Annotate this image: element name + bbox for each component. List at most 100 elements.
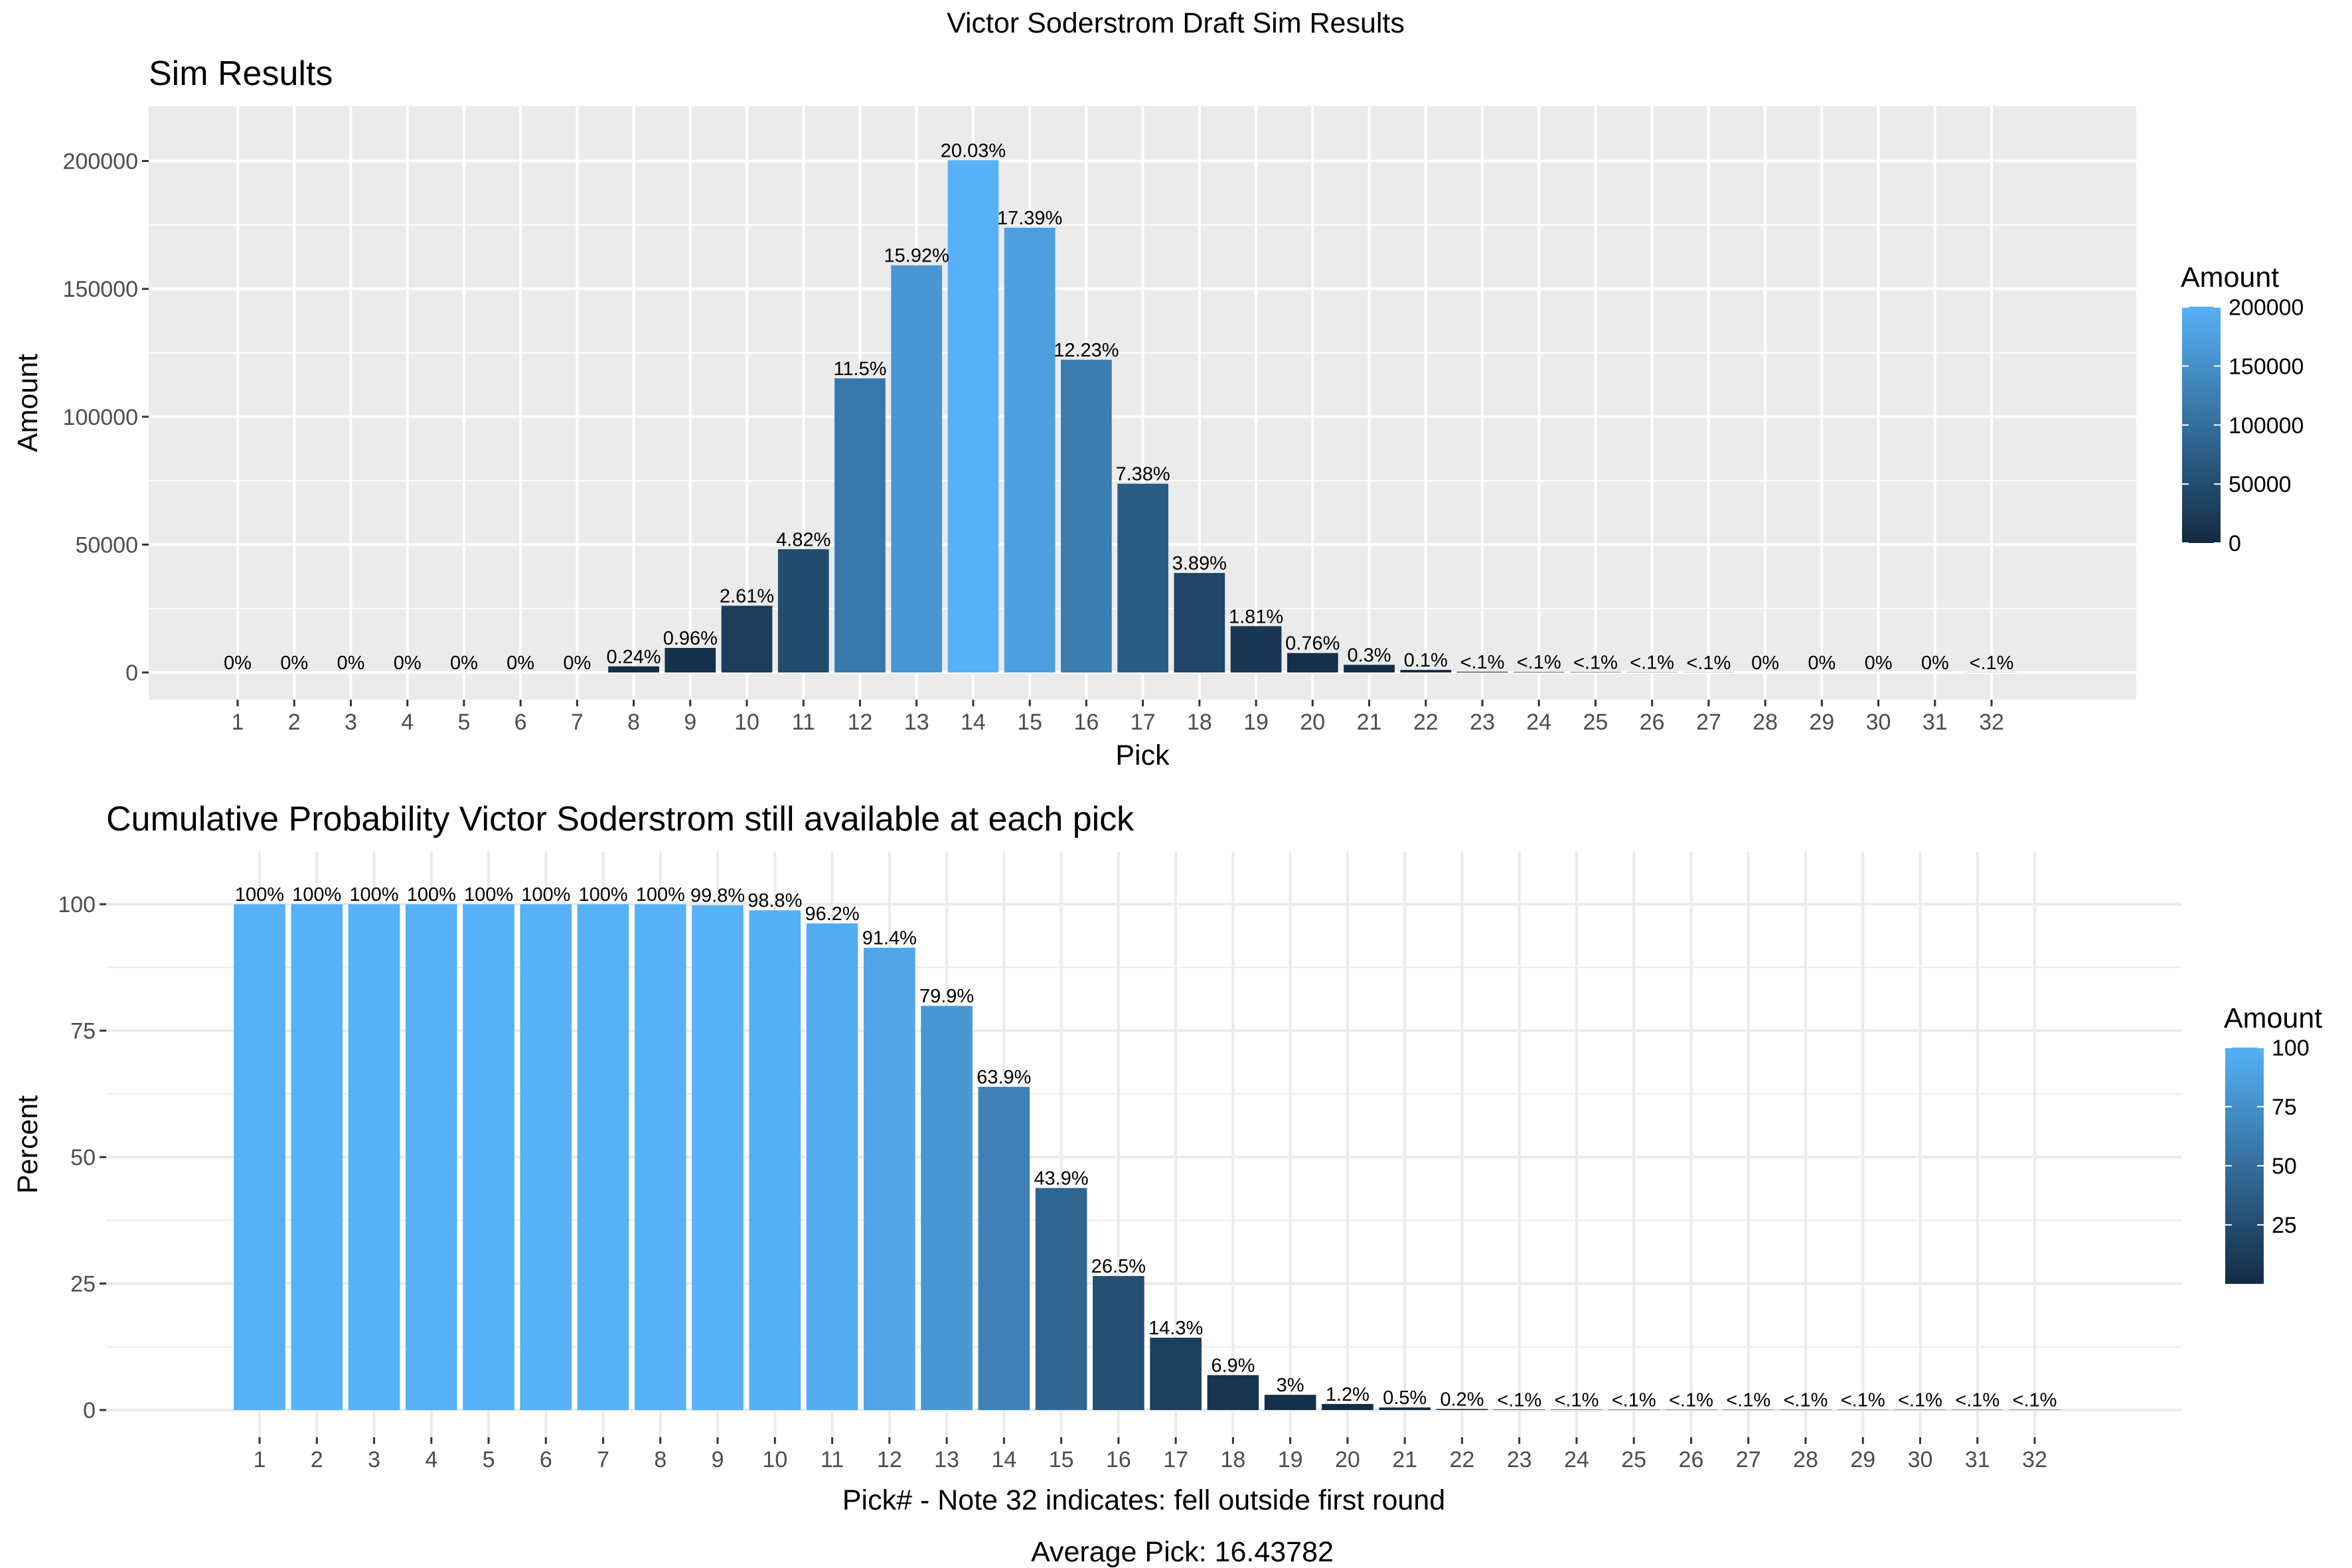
data-label-pick-27: <.1% (1726, 1390, 1770, 1411)
x-tick-label-6: 6 (540, 1447, 552, 1472)
data-label-pick-14: 63.9% (977, 1067, 1031, 1088)
y-tick-label: 50 (70, 1145, 96, 1170)
main-title: Victor Soderstrom Draft Sim Results (947, 7, 1405, 39)
x-tick-label-13: 13 (904, 710, 929, 735)
legend-tick-label: 50 (2272, 1154, 2297, 1179)
data-label-pick-7: 100% (578, 884, 627, 905)
chart-1-y-axis-title: Amount (12, 354, 44, 452)
bar-pick-12 (834, 378, 886, 672)
bar-pick-13 (921, 1006, 973, 1410)
chart-1-title: Sim Results (149, 54, 333, 93)
data-label-pick-7: 0% (563, 653, 591, 674)
data-label-pick-28: <.1% (1784, 1390, 1828, 1411)
x-tick-label-8: 8 (627, 710, 640, 735)
data-label-pick-19: 1.81% (1229, 606, 1283, 627)
y-tick-label: 150000 (63, 277, 138, 302)
x-tick-label-5: 5 (457, 710, 470, 735)
bar-pick-17 (1117, 483, 1168, 672)
x-tick-label-19: 19 (1278, 1447, 1303, 1472)
y-tick-label: 0 (83, 1398, 96, 1423)
chart-2-title: Cumulative Probability Victor Soderstrom… (106, 800, 1135, 838)
x-tick-label-29: 29 (1850, 1447, 1875, 1472)
data-label-pick-28: 0% (1751, 653, 1779, 674)
bar-pick-20 (1287, 653, 1338, 672)
bar-pick-19 (1230, 626, 1282, 672)
y-tick-label: 200000 (63, 149, 138, 175)
chart-1-data-labels: 0% 0% 0% 0% 0% 0% 0% 0.24%0.96%2.61% 4.82% 11.5% 1… (224, 140, 2013, 674)
x-tick-label-15: 15 (1017, 710, 1042, 735)
data-label-pick-14: 20.03% (941, 140, 1006, 161)
data-label-pick-1: 100% (235, 884, 284, 905)
bar-pick-8 (608, 666, 659, 672)
bar-pick-5 (463, 904, 514, 1410)
chart-1-legend-title: Amount (2181, 262, 2279, 293)
x-tick-label-30: 30 (1866, 710, 1891, 735)
chart-2-legend-ticks: 25 50 75 100 (2225, 1036, 2310, 1238)
y-tick-label: 75 (70, 1019, 96, 1044)
x-tick-label-21: 21 (1357, 710, 1382, 735)
data-label-pick-31: <.1% (1955, 1390, 1999, 1411)
x-tick-label-14: 14 (961, 710, 986, 735)
bar-pick-12 (864, 947, 915, 1410)
x-tick-label-16: 16 (1073, 710, 1099, 735)
legend-tick-label: 100 (2272, 1036, 2310, 1061)
data-label-pick-3: 0% (337, 653, 364, 674)
x-tick-label-27: 27 (1736, 1447, 1761, 1472)
data-label-pick-22: 0.2% (1440, 1389, 1484, 1410)
x-tick-label-14: 14 (991, 1447, 1016, 1472)
bar-pick-16 (1061, 359, 1112, 672)
data-label-pick-32: <.1% (1970, 653, 2014, 674)
chart-1-bars (608, 160, 2017, 673)
bar-pick-9 (692, 905, 744, 1410)
chart-2-legend-title: Amount (2224, 1002, 2322, 1034)
bar-pick-10 (721, 605, 773, 672)
x-tick-label-18: 18 (1220, 1447, 1245, 1472)
data-label-pick-21: 0.3% (1347, 645, 1391, 666)
data-label-pick-29: 0% (1808, 653, 1836, 674)
x-tick-label-12: 12 (877, 1447, 902, 1472)
x-tick-label-7: 7 (597, 1447, 609, 1472)
x-tick-label-26: 26 (1640, 710, 1665, 735)
y-tick-label: 50000 (75, 532, 138, 558)
chart-sim-results: Sim Results 0% 0% 0% 0% 0% 0% 0% 0.24%0.96%2.61… (12, 54, 2304, 771)
bar-pick-8 (634, 904, 686, 1410)
chart-1-x-axis-title: Pick (1115, 740, 1170, 771)
data-label-pick-24: <.1% (1554, 1389, 1599, 1411)
bar-pick-18 (1207, 1375, 1259, 1410)
x-tick-label-10: 10 (734, 710, 759, 735)
x-tick-label-22: 22 (1413, 710, 1439, 735)
bar-pick-11 (777, 549, 829, 672)
data-label-pick-12: 91.4% (862, 928, 917, 949)
bar-pick-18 (1174, 573, 1225, 672)
data-label-pick-21: 0.5% (1383, 1387, 1427, 1409)
x-tick-label-31: 31 (1965, 1447, 1990, 1472)
x-tick-label-4: 4 (425, 1447, 437, 1472)
data-label-pick-16: 12.23% (1054, 340, 1119, 361)
chart-1-legend: Amount 0 50000 100000 150000 200000 (2181, 262, 2304, 556)
bar-pick-1 (234, 904, 285, 1410)
data-label-pick-9: 99.8% (690, 886, 745, 907)
x-tick-label-19: 19 (1243, 710, 1269, 735)
data-label-pick-18: 3.89% (1172, 553, 1227, 574)
bar-pick-16 (1093, 1276, 1144, 1410)
data-label-pick-8: 0.24% (606, 647, 661, 668)
data-label-pick-18: 6.9% (1211, 1355, 1255, 1376)
data-label-pick-23: <.1% (1460, 652, 1505, 673)
bar-pick-23 (1493, 1409, 1545, 1410)
bar-pick-11 (806, 923, 858, 1410)
data-label-pick-17: 14.3% (1148, 1318, 1203, 1339)
data-label-pick-16: 26.5% (1091, 1256, 1146, 1277)
data-label-pick-4: 0% (394, 653, 422, 674)
data-label-pick-15: 17.39% (997, 208, 1062, 229)
chart-2-x-axis: 1 2 3 4 5 6 7 8 9 10 11 12 13 14 15 16 17 18 19 20 21 22 23 24 2… (254, 1437, 2047, 1472)
chart-2-data-labels: 100% 100% 100% 100% 100% 100% 100% 100% 99.8% 98.… (235, 884, 2057, 1411)
data-label-pick-5: 100% (464, 884, 513, 905)
x-tick-label-29: 29 (1809, 710, 1834, 735)
x-tick-label-11: 11 (792, 710, 815, 735)
legend-tick-label: 50000 (2229, 472, 2292, 497)
legend-tick-label: 25 (2272, 1213, 2297, 1238)
bar-pick-15 (1035, 1188, 1087, 1410)
data-label-pick-29: <.1% (1841, 1390, 1885, 1411)
data-label-pick-11: 96.2% (805, 903, 859, 925)
